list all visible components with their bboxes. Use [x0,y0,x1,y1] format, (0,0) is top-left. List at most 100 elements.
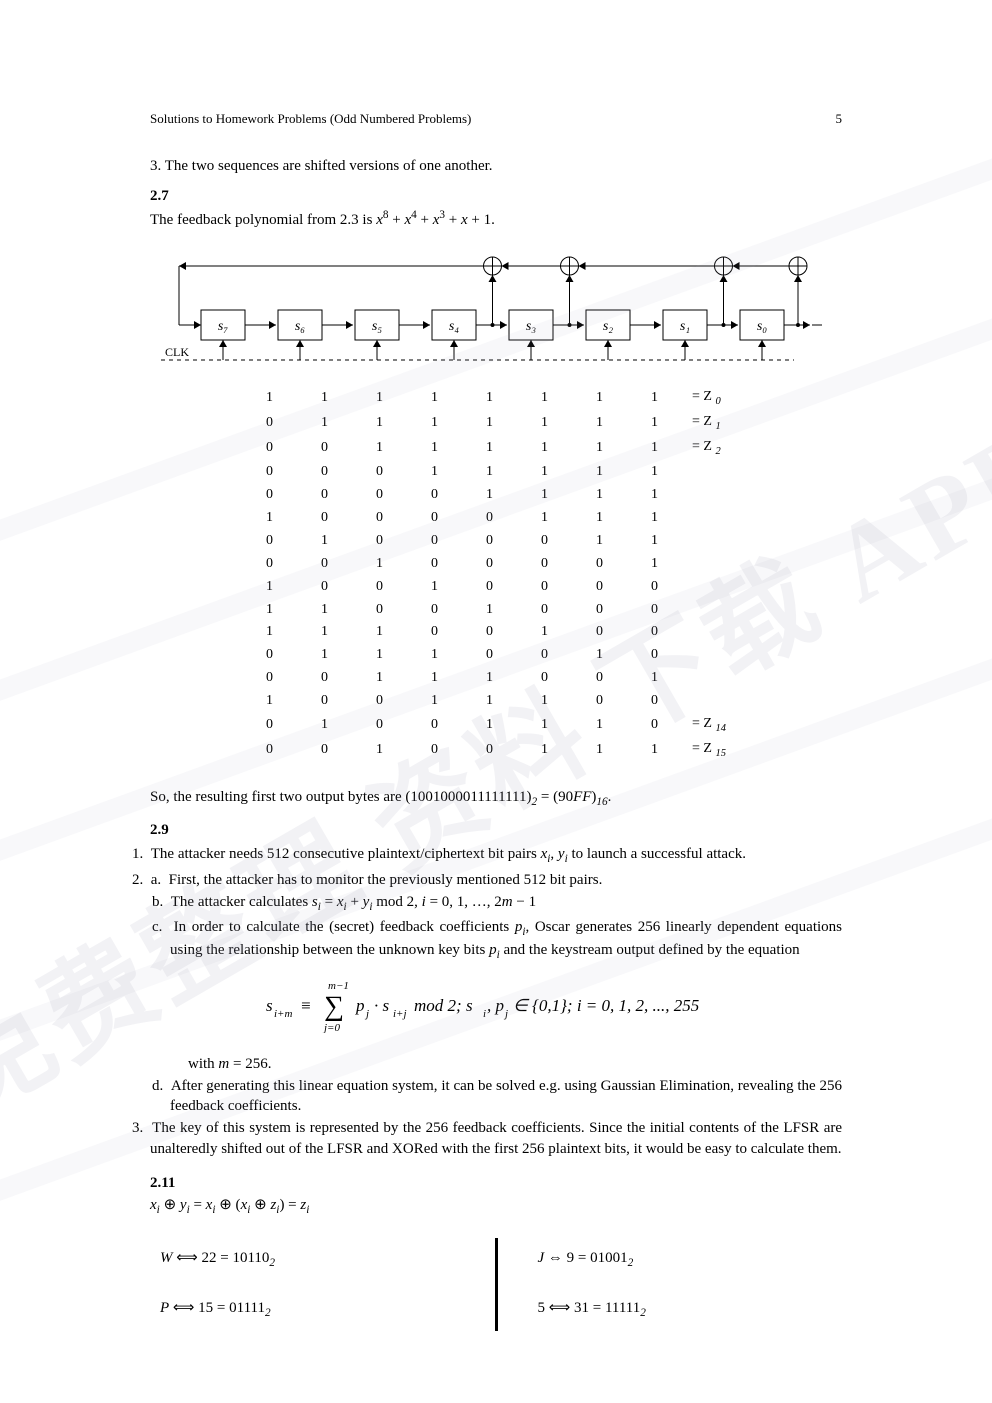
state-cell: 1 [297,530,352,553]
header-page-number: 5 [836,110,843,128]
state-cell: 1 [407,667,462,690]
state-cell: 0 [627,621,682,644]
state-cell: 1 [297,713,352,738]
map-P: P ⟺ 15 = 011112 [160,1298,485,1321]
state-cell: 0 [297,436,352,461]
map-J: J ⇔ 9 = 010012 [508,1248,833,1271]
state-cell: 1 [517,386,572,411]
svg-text:s₄: s₄ [449,319,459,334]
state-cell: 1 [572,484,627,507]
state-cell: 1 [627,530,682,553]
state-row: 11001000 [242,599,750,622]
state-cell: 0 [297,690,352,713]
state-cell: 0 [297,507,352,530]
state-cell: 1 [517,484,572,507]
state-cell: 0 [627,713,682,738]
map-5: 5 ⟺ 31 = 111112 [508,1298,833,1321]
state-row: 00111001 [242,667,750,690]
z-label [682,690,750,713]
state-row: 01000011 [242,530,750,553]
state-cell: 1 [242,599,297,622]
sec29-item3: 3. The key of this system is represented… [150,1118,842,1159]
z-label [682,621,750,644]
state-cell: 1 [572,507,627,530]
z-label [682,507,750,530]
state-cell: 1 [572,738,627,763]
state-cell: 0 [627,644,682,667]
svg-text:j: j [364,1008,369,1020]
z-label [682,484,750,507]
page: 免费整理 资料 下载 APP Solutions to Homework Pro… [0,0,992,1403]
state-cell: 0 [407,530,462,553]
svg-text:p: p [355,996,365,1015]
state-cell: 1 [517,621,572,644]
state-cell: 1 [352,667,407,690]
state-cell: 0 [462,738,517,763]
state-cell: 1 [517,436,572,461]
sec29-item2c: c. In order to calculate the (secret) fe… [150,917,842,963]
svg-text:s₂: s₂ [603,319,613,334]
state-cell: 0 [297,576,352,599]
state-cell: 0 [517,576,572,599]
state-cell: 0 [407,507,462,530]
state-row: 01110010 [242,644,750,667]
state-cell: 0 [352,461,407,484]
state-cell: 0 [462,621,517,644]
state-cell: 0 [242,411,297,436]
state-cell: 0 [297,553,352,576]
svg-text:i: i [483,1008,486,1020]
state-cell: 1 [242,690,297,713]
state-cell: 0 [462,530,517,553]
svg-text:s₃: s₃ [526,319,536,334]
state-cell: 0 [352,507,407,530]
state-cell: 1 [462,436,517,461]
z-label [682,576,750,599]
section-2-11-line: xi ⊕ yi = xi ⊕ (xi ⊕ zi) = zi [150,1195,842,1218]
state-cell: 0 [572,599,627,622]
state-cell: 1 [627,484,682,507]
state-cell: 0 [242,667,297,690]
svg-text:i+m: i+m [274,1008,292,1020]
svg-text:s₇: s₇ [218,319,228,334]
z-label [682,599,750,622]
state-cell: 1 [352,621,407,644]
state-cell: 0 [627,599,682,622]
state-cell: 0 [352,530,407,553]
state-cell: 0 [462,644,517,667]
state-cell: 1 [572,436,627,461]
state-row: 01111111= Z 1 [242,411,750,436]
svg-text:s₁: s₁ [680,319,690,334]
state-cell: 1 [462,713,517,738]
page-header: Solutions to Homework Problems (Odd Numb… [150,110,842,128]
z-label: = Z 2 [682,436,750,461]
state-cell: 1 [407,411,462,436]
state-row: 00011111 [242,461,750,484]
col-left: W ⟺ 22 = 101102 P ⟺ 15 = 011112 [150,1238,495,1330]
state-cell: 1 [462,690,517,713]
state-row: 00111111= Z 2 [242,436,750,461]
svg-text:mod 2; s: mod 2; s [414,996,473,1015]
section-2-9-list: 1. The attacker needs 512 consecutive pl… [150,844,842,963]
state-cell: 1 [242,507,297,530]
state-cell: 1 [352,644,407,667]
state-row: 10000111 [242,507,750,530]
state-cell: 0 [517,553,572,576]
state-cell: 0 [407,621,462,644]
state-cell: 1 [517,738,572,763]
state-cell: 1 [462,461,517,484]
state-cell: 1 [242,576,297,599]
svg-text:· s: · s [374,996,390,1015]
state-cell: 1 [572,644,627,667]
state-cell: 1 [407,386,462,411]
state-cell: 1 [407,690,462,713]
state-cell: 1 [407,436,462,461]
state-cell: 1 [407,461,462,484]
state-cell: 1 [242,621,297,644]
state-cell: 1 [407,576,462,599]
state-cell: 1 [297,386,352,411]
state-cell: 1 [627,738,682,763]
sec29-item2a: 2. a. First, the attacker has to monitor… [150,870,842,890]
state-cell: 1 [407,644,462,667]
svg-text:≡: ≡ [300,996,311,1015]
state-cell: 0 [352,484,407,507]
